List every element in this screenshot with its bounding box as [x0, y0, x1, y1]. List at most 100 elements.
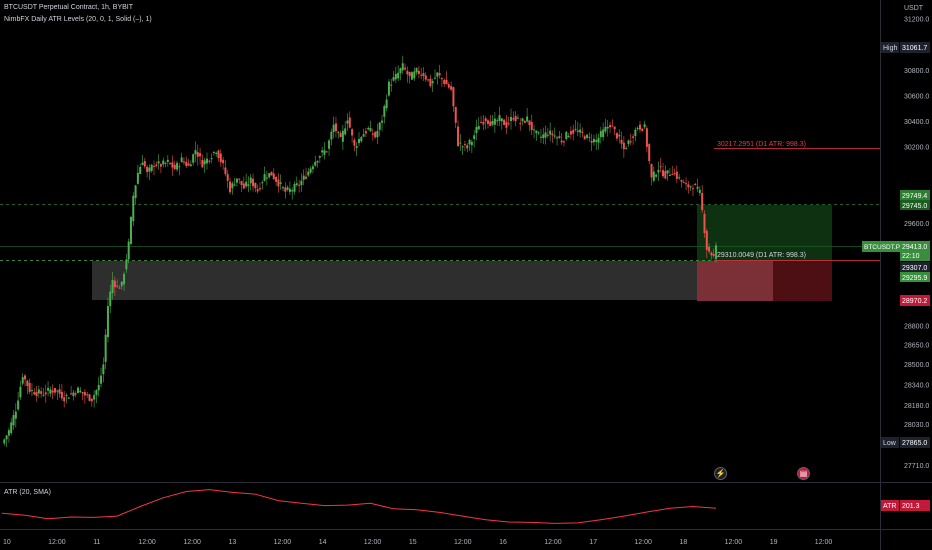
candle-body[interactable] — [459, 142, 462, 144]
price-axis[interactable]: 31200.031000.030800.030600.030400.030200… — [904, 17, 929, 470]
candle-body[interactable] — [300, 180, 303, 186]
candle-body[interactable] — [507, 123, 510, 125]
candle-body[interactable] — [226, 174, 229, 181]
candle-body[interactable] — [240, 180, 243, 185]
candle-body[interactable] — [415, 68, 418, 73]
candle-body[interactable] — [162, 160, 165, 165]
candle-body[interactable] — [489, 121, 492, 127]
candle-body[interactable] — [53, 388, 56, 393]
candle-body[interactable] — [83, 392, 86, 396]
candle-body[interactable] — [5, 435, 8, 440]
candle-body[interactable] — [519, 123, 522, 125]
candle-body[interactable] — [238, 178, 241, 180]
candle-body[interactable] — [394, 73, 397, 80]
candle-body[interactable] — [445, 79, 448, 85]
candle-body[interactable] — [139, 166, 142, 175]
candle-body[interactable] — [500, 118, 503, 122]
candle-body[interactable] — [245, 181, 248, 187]
candle-body[interactable] — [609, 125, 612, 128]
candle-body[interactable] — [51, 390, 54, 393]
candle-body[interactable] — [597, 137, 600, 143]
candle-body[interactable] — [698, 189, 701, 194]
candle-body[interactable] — [429, 78, 432, 87]
candle-body[interactable] — [284, 187, 287, 192]
candle-body[interactable] — [475, 126, 478, 134]
candle-body[interactable] — [233, 184, 236, 186]
candle-body[interactable] — [420, 74, 423, 76]
candle-body[interactable] — [627, 140, 630, 145]
candle-body[interactable] — [10, 422, 13, 434]
candle-body[interactable] — [595, 140, 598, 142]
candle-body[interactable] — [374, 132, 377, 138]
candle-body[interactable] — [143, 160, 146, 167]
candle-body[interactable] — [288, 188, 291, 192]
candle-body[interactable] — [705, 230, 708, 250]
candle-body[interactable] — [712, 253, 715, 256]
candle-body[interactable] — [127, 241, 130, 260]
candle-body[interactable] — [123, 273, 126, 285]
candle-body[interactable] — [199, 152, 202, 157]
candle-body[interactable] — [210, 158, 213, 160]
candle-body[interactable] — [521, 118, 524, 122]
candle-body[interactable] — [97, 384, 100, 391]
candle-body[interactable] — [247, 184, 250, 186]
candle-body[interactable] — [496, 120, 499, 122]
candle-body[interactable] — [275, 176, 278, 182]
candle-body[interactable] — [422, 73, 425, 77]
candle-body[interactable] — [219, 153, 222, 163]
candle-body[interactable] — [710, 252, 713, 256]
news-icon[interactable]: ▤ — [797, 467, 810, 480]
candle-body[interactable] — [19, 386, 22, 398]
candle-body[interactable] — [217, 150, 220, 159]
candle-body[interactable] — [657, 169, 660, 173]
candle-body[interactable] — [662, 170, 665, 177]
candle-body[interactable] — [592, 138, 595, 143]
time-axis[interactable]: 10 12:00 11 12:00 12:00 13 12:00 14 12:00 15 12:00… — [3, 539, 832, 546]
candle-body[interactable] — [70, 393, 73, 395]
candle-body[interactable] — [95, 390, 98, 396]
candle-body[interactable] — [576, 130, 579, 132]
candle-body[interactable] — [231, 183, 234, 189]
candle-body[interactable] — [510, 116, 513, 122]
candle-body[interactable] — [77, 387, 80, 394]
candle-body[interactable] — [399, 68, 402, 74]
candle-body[interactable] — [205, 158, 208, 164]
candle-body[interactable] — [215, 152, 218, 154]
candle-body[interactable] — [514, 115, 517, 122]
candle-body[interactable] — [447, 84, 450, 88]
candle-body[interactable] — [454, 106, 457, 123]
candle-body[interactable] — [141, 162, 144, 166]
candle-body[interactable] — [461, 146, 464, 148]
candle-body[interactable] — [116, 285, 119, 287]
candle-body[interactable] — [390, 84, 393, 86]
candle-body[interactable] — [652, 171, 655, 181]
candle-body[interactable] — [498, 115, 501, 121]
candle-body[interactable] — [254, 183, 257, 189]
candle-body[interactable] — [35, 392, 38, 396]
candle-body[interactable] — [530, 122, 533, 131]
candle-body[interactable] — [385, 99, 388, 109]
candle-body[interactable] — [696, 186, 699, 189]
candle-body[interactable] — [100, 375, 103, 384]
candle-body[interactable] — [47, 387, 50, 391]
candle-body[interactable] — [574, 128, 577, 130]
candle-body[interactable] — [3, 439, 6, 444]
candle-body[interactable] — [132, 195, 135, 222]
candle-body[interactable] — [256, 189, 259, 192]
candle-body[interactable] — [383, 106, 386, 117]
candle-body[interactable] — [689, 186, 692, 188]
candle-body[interactable] — [443, 80, 446, 84]
candle-body[interactable] — [30, 390, 33, 392]
candle-body[interactable] — [81, 392, 84, 394]
candle-body[interactable] — [305, 176, 308, 179]
candle-body[interactable] — [268, 173, 271, 178]
candle-body[interactable] — [586, 134, 589, 138]
candle-body[interactable] — [452, 87, 455, 107]
candle-body[interactable] — [263, 174, 266, 181]
candle-body[interactable] — [666, 170, 669, 174]
candle-body[interactable] — [581, 131, 584, 133]
candle-body[interactable] — [40, 391, 43, 394]
candle-body[interactable] — [74, 393, 77, 395]
candle-body[interactable] — [173, 164, 176, 170]
candle-body[interactable] — [203, 160, 206, 165]
